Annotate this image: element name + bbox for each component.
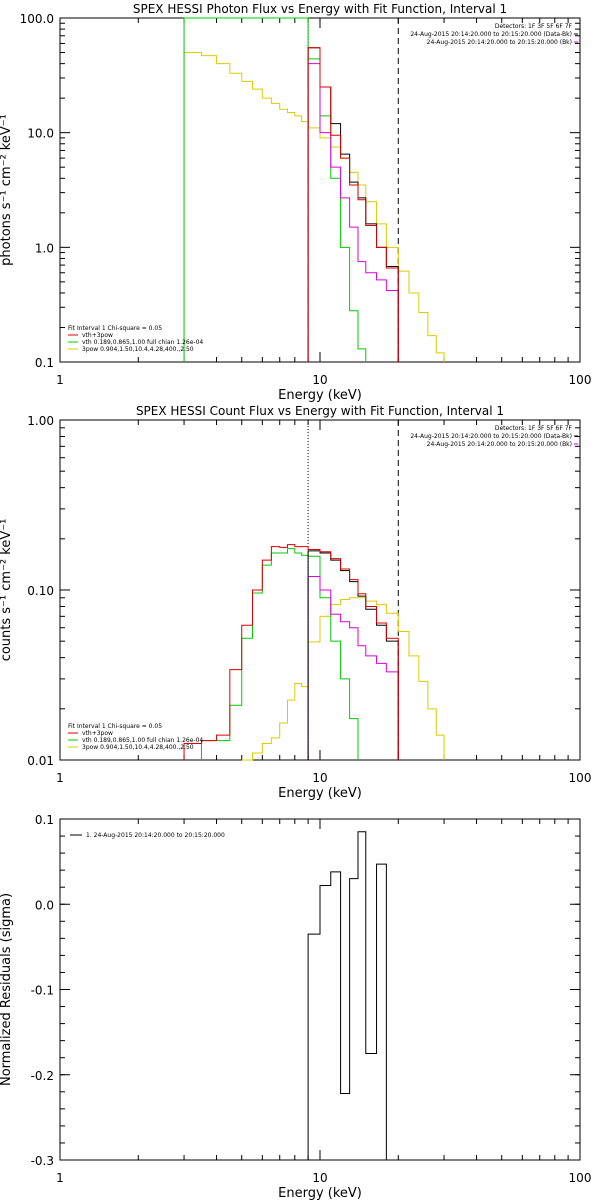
y-tick-label: 0.10 — [27, 584, 54, 598]
legend-header: Fit Interval 1 Chi-square = 0.05 — [68, 723, 162, 730]
info-line: 24-Aug-2015 20:14:20.000 to 20:15:20.000… — [410, 433, 572, 440]
x-tick-label: 1 — [56, 771, 64, 785]
series-3pow — [183, 52, 445, 362]
y-tick-label: 1.00 — [27, 414, 54, 428]
x-axis-label: Energy (keV) — [278, 388, 362, 403]
x-tick-label: 1 — [56, 1171, 64, 1185]
x-tick-label: 100 — [569, 1171, 592, 1185]
series-data-bk — [307, 550, 399, 760]
x-tick-label: 10 — [312, 373, 327, 387]
info-line: 24-Aug-2015 20:14:20.000 to 20:15:20.000… — [427, 39, 572, 46]
legend-header: Fit Interval 1 Chi-square = 0.05 — [68, 325, 162, 332]
y-axis-label: photons s⁻¹ cm⁻² keV⁻¹ — [0, 114, 14, 266]
x-tick-label: 100 — [569, 771, 592, 785]
series-vth — [183, 17, 367, 362]
y-tick-label: -0.3 — [31, 1154, 54, 1168]
y-tick-label: 10.0 — [27, 127, 54, 141]
chart-title: SPEX HESSI Photon Flux vs Energy with Fi… — [133, 2, 507, 16]
y-tick-label: 100.0 — [20, 12, 54, 26]
info-line: Detectors: 1F 3F 5F 6F 7F — [495, 425, 573, 432]
x-tick-label: 100 — [569, 373, 592, 387]
legend-entry: vth 0.189,0.865,1.00 full chian 1.26e-04 — [82, 339, 203, 346]
legend-entry: vth 0.189,0.865,1.00 full chian 1.26e-04 — [82, 737, 203, 744]
series-vth-3pow — [307, 47, 399, 362]
info-line: Detectors: 1F 3F 5F 6F 7F — [495, 23, 573, 30]
y-tick-label: 0.1 — [35, 356, 54, 370]
legend-entry: 3pow 0.904,1.50,10.4,4.28,400.,2.50 — [82, 346, 194, 353]
legend-entry: 1. 24-Aug-2015 20:14:20.000 to 20:15:20.… — [86, 832, 225, 839]
x-tick-label: 10 — [312, 1171, 327, 1185]
series-data-bk — [307, 47, 399, 362]
series-3pow — [241, 597, 445, 761]
y-tick-label: -0.1 — [31, 984, 54, 998]
series-vth-3pow — [183, 544, 399, 760]
series-bk — [307, 63, 399, 362]
y-tick-label: 0.1 — [35, 813, 54, 827]
series-1-24-aug-2015-20-14-20-000-to-20-15-20-000 — [307, 831, 387, 1160]
x-tick-label: 10 — [312, 771, 327, 785]
y-tick-label: 0.0 — [35, 898, 54, 912]
plot-frame-3 — [59, 818, 581, 1161]
series-bk — [307, 576, 399, 760]
y-tick-label: 1.0 — [35, 241, 54, 255]
legend-entry: 3pow 0.904,1.50,10.4,4.28,400.,2.50 — [82, 744, 194, 751]
y-axis-label: counts s⁻¹ cm⁻² keV⁻¹ — [0, 519, 14, 662]
x-axis-label: Energy (keV) — [278, 786, 362, 801]
info-line: 24-Aug-2015 20:14:20.000 to 20:15:20.000… — [410, 31, 572, 38]
y-axis-label: Normalized Residuals (sigma) — [0, 893, 14, 1086]
info-line: 24-Aug-2015 20:14:20.000 to 20:15:20.000… — [427, 441, 572, 448]
series-vth — [200, 548, 359, 760]
y-tick-label: -0.2 — [31, 1069, 54, 1083]
y-tick-label: 0.01 — [27, 754, 54, 768]
x-tick-label: 1 — [56, 373, 64, 387]
legend-entry: vth+3pow — [82, 730, 113, 737]
chart-title: SPEX HESSI Count Flux vs Energy with Fit… — [136, 404, 504, 418]
x-axis-label: Energy (keV) — [278, 1186, 362, 1200]
legend-entry: vth+3pow — [82, 332, 113, 339]
